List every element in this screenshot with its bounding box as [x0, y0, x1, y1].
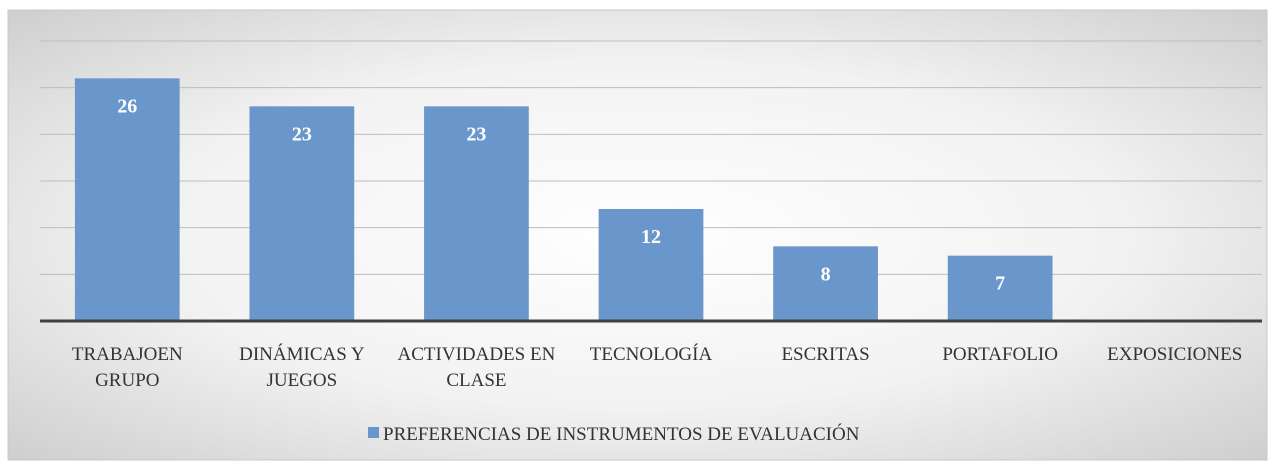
- data-label: 23: [466, 123, 486, 145]
- x-tick-label: TRABAJOEN GRUPO: [72, 344, 183, 391]
- x-tick-label: EXPOSICIONES: [1107, 344, 1242, 365]
- data-label: 8: [821, 263, 831, 285]
- x-tick-label: TECNOLOGÍA: [590, 343, 713, 365]
- bar: [947, 255, 1053, 321]
- bar: [424, 106, 529, 321]
- legend-label: PREFERENCIAS DE INSTRUMENTOS DE EVALUACI…: [383, 423, 860, 445]
- bar: [249, 106, 355, 321]
- bar: [598, 209, 704, 321]
- data-label: 26: [117, 95, 137, 117]
- bar: [74, 78, 180, 321]
- x-tick-label: ACTIVIDADES EN CLASE: [398, 344, 556, 391]
- x-tick-label: ESCRITAS: [781, 344, 869, 365]
- x-tick-label: DINÁMICAS Y JUEGOS: [239, 343, 365, 391]
- data-label: 12: [641, 226, 661, 248]
- data-label: 7: [995, 273, 1005, 295]
- x-tick-label: PORTAFOLIO: [942, 344, 1058, 365]
- bar: [773, 246, 878, 321]
- legend-swatch: [368, 427, 379, 438]
- data-label: 23: [292, 123, 312, 145]
